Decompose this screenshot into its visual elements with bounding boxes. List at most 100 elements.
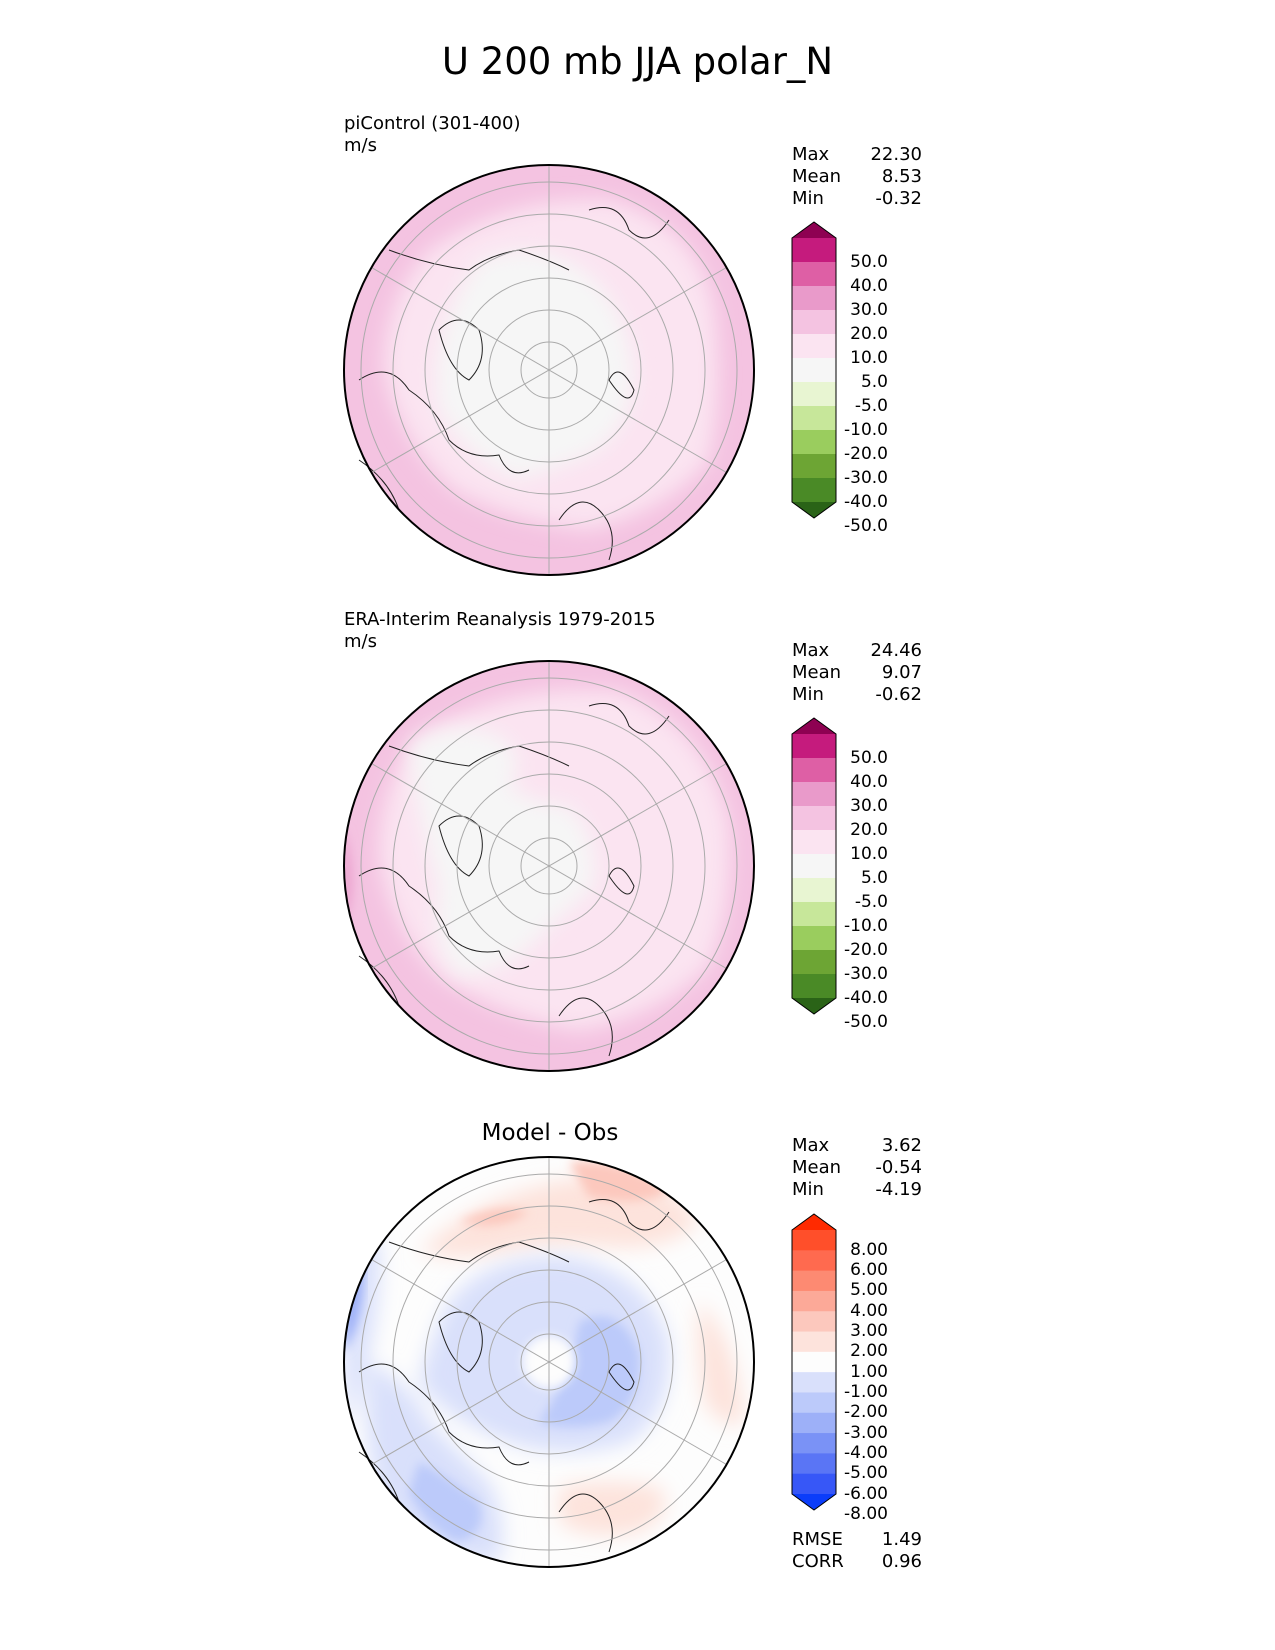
colorbar-2-tick-label: -40.0 bbox=[844, 987, 888, 1008]
colorbar-2-tick-label: 40.0 bbox=[850, 771, 888, 792]
colorbar-3-outline bbox=[791, 1213, 837, 1511]
colorbar-3-tick-label: -8.00 bbox=[844, 1503, 888, 1524]
colorbar-2-tick-label: 50.0 bbox=[850, 747, 888, 768]
colorbar-1-tick-label: 50.0 bbox=[850, 251, 888, 272]
panel-1-map-boundary bbox=[343, 164, 755, 576]
colorbar-3-band bbox=[792, 1250, 836, 1272]
colorbar-1-extend-max bbox=[792, 222, 836, 238]
colorbar-1-tick-label: -30.0 bbox=[844, 467, 888, 488]
panel-3-rmse: 1.49 bbox=[881, 1529, 922, 1550]
colorbar-3-tick-label: 3.00 bbox=[850, 1321, 888, 1342]
colorbar-2-band bbox=[792, 902, 836, 927]
colorbar-2-tick-label: -10.0 bbox=[844, 915, 888, 936]
panel-3-title: Model - Obs bbox=[481, 1120, 619, 1146]
panel-3-graticule bbox=[360, 1157, 738, 1567]
colorbar-1-band bbox=[792, 310, 836, 335]
panel-2-min: -0.62 bbox=[875, 684, 922, 705]
colorbar-3-tick-label: -4.00 bbox=[844, 1442, 888, 1463]
panel-2-max: 24.46 bbox=[870, 640, 922, 661]
colorbar-1-band bbox=[792, 478, 836, 503]
panel-1-stats: Max 22.30 Mean 8.53 Min -0.32 bbox=[792, 144, 922, 209]
panel-3-field-neg-2-3 bbox=[409, 1316, 640, 1542]
colorbar-3-band bbox=[792, 1290, 836, 1312]
colorbar-2-tick-label: 20.0 bbox=[850, 819, 888, 840]
colorbar-2-tick-label: -5.0 bbox=[854, 891, 888, 912]
panel-1-mean: 8.53 bbox=[881, 166, 922, 187]
colorbar-3-tick-label: 4.00 bbox=[850, 1300, 888, 1321]
colorbar-2-extend-max bbox=[792, 718, 836, 734]
colorbar-1-tick-label: -20.0 bbox=[844, 443, 888, 464]
colorbar-3-tick-label: -1.00 bbox=[844, 1381, 888, 1402]
panel-3-max: 3.62 bbox=[881, 1135, 922, 1156]
panel-1-coastlines bbox=[358, 207, 670, 561]
colorbar-1-tick-label: -10.0 bbox=[844, 419, 888, 440]
colorbar-3-tick-label: -2.00 bbox=[844, 1402, 888, 1423]
colorbar-3-band bbox=[792, 1311, 836, 1333]
colorbar-1-tick-label: 40.0 bbox=[850, 275, 888, 296]
colorbar-3-band bbox=[792, 1351, 836, 1373]
panel-2-coastlines bbox=[358, 703, 670, 1057]
colorbar-2-band bbox=[792, 974, 836, 999]
colorbar-3-tick-label: -6.00 bbox=[844, 1483, 888, 1504]
colorbar-1-tick-label: -40.0 bbox=[844, 491, 888, 512]
colorbar-2-tick-label: -20.0 bbox=[844, 939, 888, 960]
panel-3-corr: 0.96 bbox=[881, 1551, 922, 1572]
panel-1-title: piControl (301-400) bbox=[344, 113, 521, 134]
panel-3-map-boundary bbox=[343, 1156, 755, 1568]
colorbar-1-extend-min bbox=[792, 502, 836, 518]
colorbar-1-band bbox=[792, 406, 836, 431]
colorbar-3-extend-min bbox=[792, 1494, 836, 1510]
panel-1-graticule bbox=[360, 165, 738, 575]
panel-2-mean: 9.07 bbox=[881, 662, 922, 683]
panel-3-map bbox=[343, 1156, 755, 1568]
panel-1-map bbox=[343, 164, 755, 576]
panel-3-field-pos-2-3 bbox=[459, 1161, 669, 1226]
colorbar-3-band bbox=[792, 1230, 836, 1251]
colorbar-1-band bbox=[792, 454, 836, 479]
colorbar-3-tick-label: 8.00 bbox=[850, 1239, 888, 1260]
colorbar-2-extend-min bbox=[792, 998, 836, 1014]
colorbar-1-band bbox=[792, 430, 836, 455]
colorbar-3-tick-label: -5.00 bbox=[844, 1463, 888, 1484]
panel-3-min: -4.19 bbox=[875, 1179, 922, 1200]
colorbar-2-tick-label: -30.0 bbox=[844, 963, 888, 984]
colorbar-2-tick-label: -50.0 bbox=[844, 1011, 888, 1032]
colorbar-3-tick-label: 1.00 bbox=[850, 1361, 888, 1382]
colorbar-3-band bbox=[792, 1392, 836, 1414]
panel-1-colorbar bbox=[791, 221, 837, 519]
panel-2-title: ERA-Interim Reanalysis 1979-2015 bbox=[344, 609, 656, 630]
colorbar-2-band bbox=[792, 830, 836, 855]
colorbar-1-band bbox=[792, 382, 836, 407]
colorbar-2-band bbox=[792, 758, 836, 783]
panel-2-stats: Max 24.46 Mean 9.07 Min -0.62 bbox=[792, 640, 922, 705]
colorbar-1-tick-label: 20.0 bbox=[850, 323, 888, 344]
colorbar-3-band bbox=[792, 1331, 836, 1353]
panel-1-field-near-zero bbox=[435, 250, 634, 480]
colorbar-1-tick-label: 5.0 bbox=[860, 371, 888, 392]
panel-3-colorbar bbox=[791, 1213, 837, 1511]
panel-3-stats: Max 3.62 Mean -0.54 Min -4.19 bbox=[792, 1135, 922, 1200]
panel-2-map-boundary bbox=[343, 660, 755, 1072]
colorbar-1-band bbox=[792, 238, 836, 263]
panel-3-mean: -0.54 bbox=[875, 1157, 922, 1178]
panel-2-graticule bbox=[360, 661, 738, 1071]
colorbar-1-outline bbox=[791, 221, 837, 519]
colorbar-2-band bbox=[792, 878, 836, 903]
colorbar-3-tick-label: -3.00 bbox=[844, 1422, 888, 1443]
panel-1-max: 22.30 bbox=[870, 144, 922, 165]
colorbar-3-band bbox=[792, 1372, 836, 1393]
colorbar-3-band bbox=[792, 1433, 836, 1454]
panel-2-map bbox=[343, 660, 755, 1072]
colorbar-1-band bbox=[792, 358, 836, 383]
colorbar-2-band bbox=[792, 854, 836, 879]
colorbar-3-band bbox=[792, 1473, 836, 1495]
panel-1-min: -0.32 bbox=[875, 188, 922, 209]
colorbar-2-outline bbox=[791, 717, 837, 1015]
colorbar-3-tick-label: 5.00 bbox=[850, 1280, 888, 1301]
colorbar-2-band bbox=[792, 950, 836, 975]
panel-3-coastlines bbox=[358, 1199, 670, 1553]
colorbar-3-band bbox=[792, 1453, 836, 1475]
colorbar-3-tick-label: 6.00 bbox=[850, 1260, 888, 1281]
colorbar-1-tick-label: -50.0 bbox=[844, 515, 888, 536]
colorbar-2-tick-label: 30.0 bbox=[850, 795, 888, 816]
